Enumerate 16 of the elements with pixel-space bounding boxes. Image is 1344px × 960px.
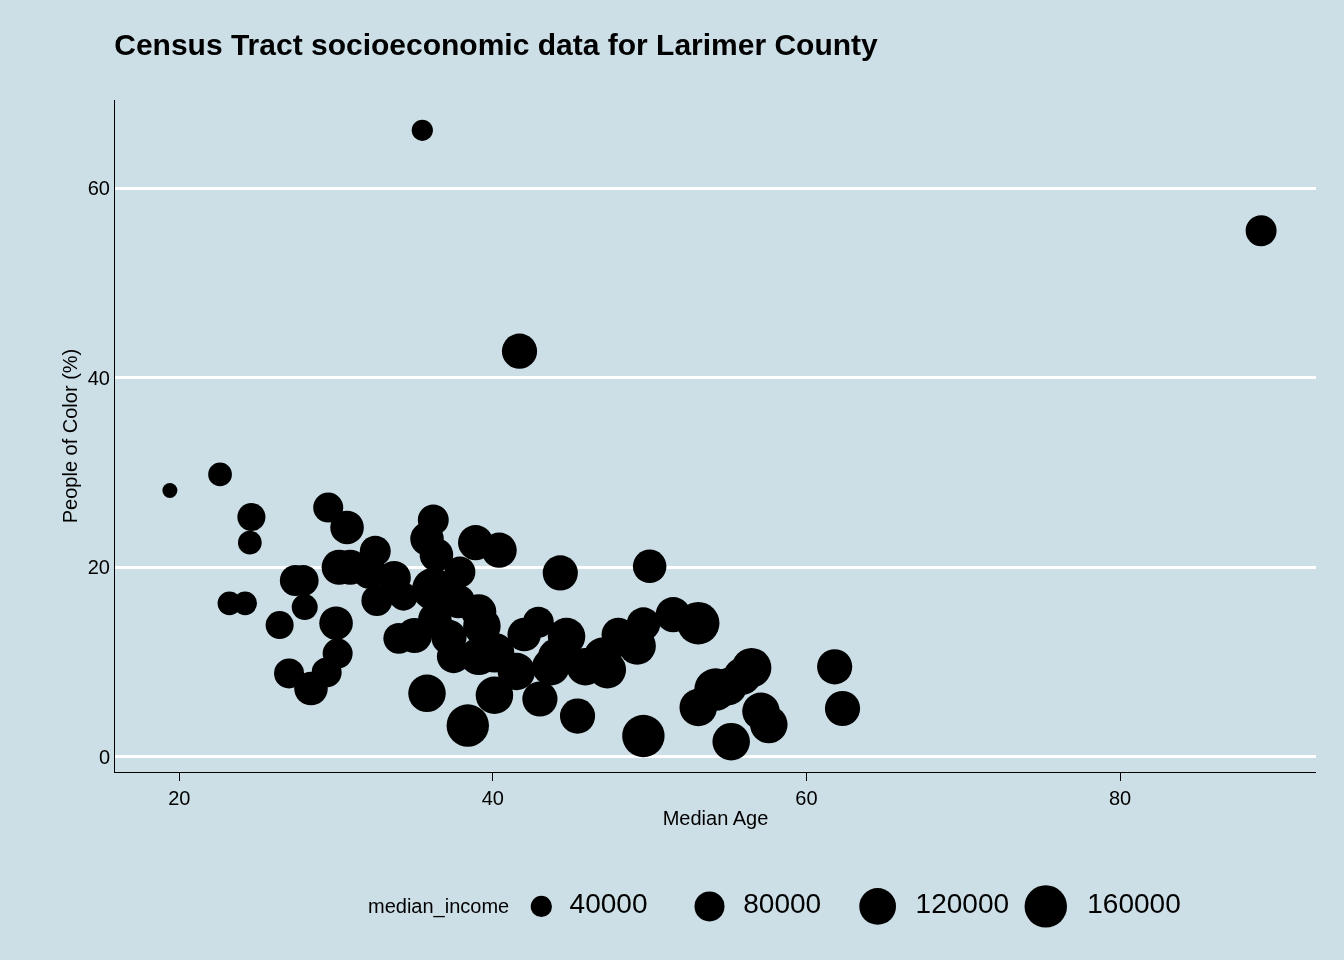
y-axis-title: People of Color (%) <box>59 348 82 524</box>
y-tick-label: 0 <box>98 745 110 768</box>
x-axis-title: Median Age <box>662 806 769 829</box>
legend-title: median_income <box>368 895 510 918</box>
x-tick-label: 60 <box>795 787 818 809</box>
y-tick-label: 20 <box>87 556 110 579</box>
x-tick-label: 40 <box>481 787 504 809</box>
legend-label: 80000 <box>729 888 822 920</box>
legend-label: 160000 <box>1073 888 1181 920</box>
y-tick-label: 40 <box>87 366 110 389</box>
x-tick-label: 80 <box>1108 787 1132 809</box>
chart-title: Census Tract socioeconomic data for Larimer County <box>114 27 879 61</box>
y-tick-label: 60 <box>87 177 110 200</box>
legend-label: 40000 <box>555 888 648 920</box>
legend-label: 120000 <box>901 888 1010 920</box>
x-tick-label: 20 <box>168 787 191 809</box>
